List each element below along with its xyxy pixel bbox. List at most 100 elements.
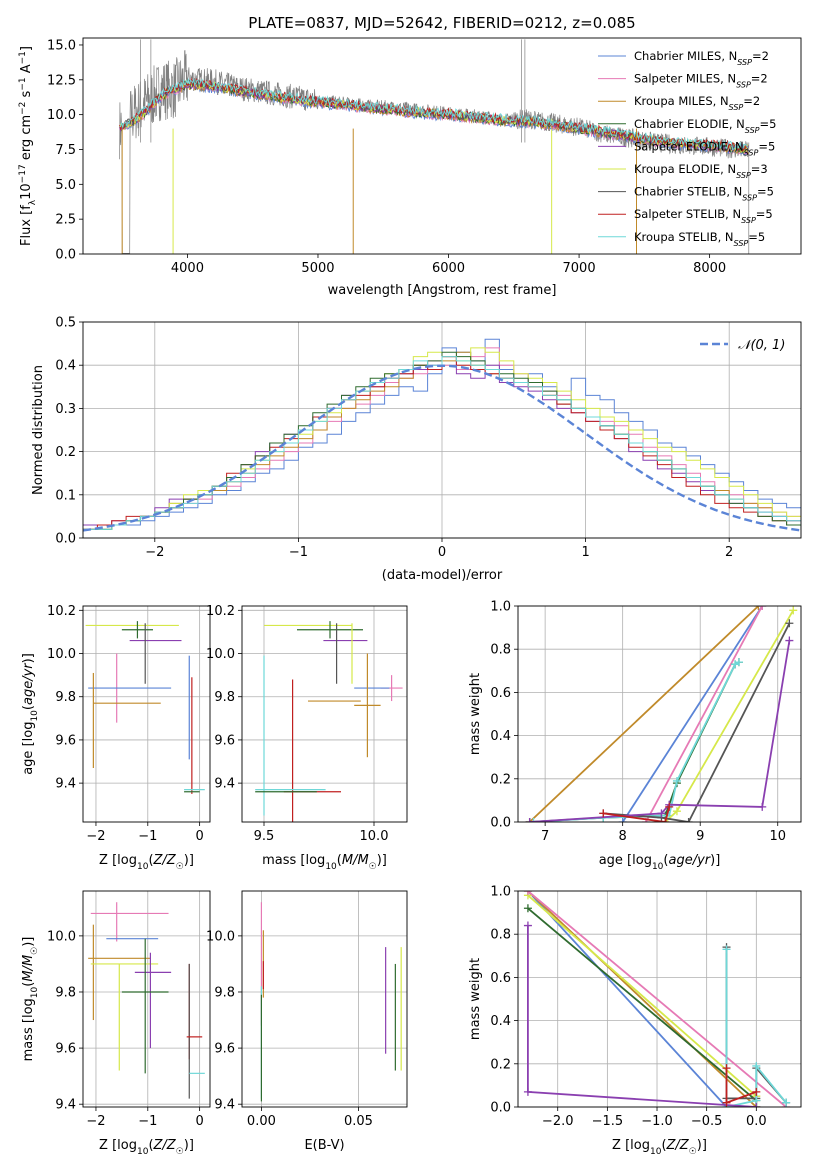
y-tick-label: 1.0 [490,600,511,615]
histogram-series [83,338,801,530]
legend-label-name: Chabrier ELODIE, N [634,117,745,131]
legend-label-name: Salpeter STELIB, N [634,207,741,221]
label-part: 10 [30,710,40,722]
y-tick-label: 0.8 [490,928,511,943]
label-part: Z [log [612,1138,650,1153]
x-tick-label: −2 [86,829,105,844]
axes-frame [241,605,408,823]
label-part: Z [log [99,1138,137,1153]
y-axis-label: mass weight [468,673,483,755]
plus-marker [758,802,767,811]
plus-marker [722,1098,731,1107]
legend-label: Kroupa STELIB, NSSP=5 [634,230,765,248]
legend-label-name: Chabrier MILES, N [634,49,737,63]
plus-marker [722,1064,731,1073]
y-axis-label: age [log10(age/yr)] [21,653,40,775]
x-tick-label: 0 [195,1114,203,1129]
legend-label: Salpeter STELIB, NSSP=5 [634,207,773,225]
plus-marker [523,904,532,913]
label-part: Z/Z [153,853,177,868]
y-tick-label: 0.8 [490,643,511,658]
x-axis-label: Z [log10(Z/Z☉)] [612,1138,707,1157]
plus-marker [523,891,532,895]
y-tick-label: 0.0 [490,1101,511,1116]
x-tick-label: −2.0 [542,1114,574,1129]
legend-label-subscript: SSP [736,171,751,180]
plus-marker [529,818,538,822]
label-part: −17 [18,164,28,183]
mass-vs-metallicity-panel: −2 −1 09.49.69.810.0Z [log10(Z/Z☉)]mass [l… [21,890,211,1157]
legend-label-suffix: =5 [758,139,775,153]
x-axis-label: wavelength [Angstrom, rest frame] [328,283,557,298]
plot-area [260,902,402,1102]
mass-vs-extinction-panel: 0.00 0.05 9.4 9.6 9.8 10.0 E(B-V) [206,890,408,1153]
mass-weight-line [527,891,728,1107]
plus-marker [599,809,608,818]
legend-label: Salpeter ELODIE, NSSP=5 [634,139,775,157]
y-tick-label: 9.4 [214,777,235,792]
plus-marker [672,776,681,785]
y-tick-label: 10.0 [47,647,76,662]
legend-label: Kroupa ELODIE, NSSP=3 [634,162,768,180]
y-tick-label: 0.2 [55,445,76,460]
y-tick-label: 9.4 [55,1098,76,1113]
plus-marker [665,802,674,811]
label-part: ☉ [176,1147,184,1157]
legend-label-name: Salpeter MILES, N [634,72,736,86]
y-tick-label: 9.6 [214,733,235,748]
label-part: Z/Z [153,1138,177,1153]
x-tick-label: −0.5 [691,1114,723,1129]
label-part: )] [184,1138,194,1153]
y-tick-label: 2.5 [55,213,76,228]
label-part: age/yr [21,662,36,705]
label-part: −1 [18,77,28,90]
legend-label: 𝒩(0, 1) [738,338,785,353]
y-tick-label: 15.0 [47,38,76,53]
chart-title: PLATE=0837, MJD=52642, FIBERID=0212, z=0… [248,14,635,32]
y-tick-label: 0.6 [490,686,511,701]
label-part: Z/Z [666,1138,690,1153]
y-tick-label: 9.6 [214,1042,235,1057]
label-part: Normed distribution [31,365,46,495]
legend-label-name: Kroupa ELODIE, N [634,162,736,176]
errorbar-point [121,621,153,639]
y-tick-label: 0.4 [55,359,76,374]
plus-marker [752,1061,761,1070]
plot-area [255,621,403,822]
label-part: ☉ [176,862,184,872]
x-tick-label: 10.0 [360,829,389,844]
x-tick-label: −2 [145,545,164,560]
y-tick-label: 10.2 [47,604,76,619]
model-spectrum-line [119,77,749,150]
label-part: )] [377,853,387,868]
y-tick-label: 9.8 [214,985,235,1000]
label-part: age [log [21,722,36,775]
legend-label-name: Kroupa MILES, N [634,94,729,108]
legend-label: Chabrier ELODIE, NSSP=5 [634,117,776,135]
legend-label: Chabrier STELIB, NSSP=5 [634,185,774,203]
y-axis-label: mass [log10(M/M☉)] [21,937,40,1062]
label-part: mass weight [468,673,483,755]
x-tick-label: 8 [619,829,627,844]
x-tick-label: 7 [541,829,549,844]
y-tick-label: 10.0 [47,108,76,123]
label-part: ] [19,46,34,51]
mass-weight-line [645,606,763,822]
legend-label: Kroupa MILES, NSSP=2 [634,94,760,112]
plot-area [523,891,791,1107]
label-part: M/M [21,955,36,982]
plus-marker [523,1087,532,1096]
label-part: 10 [650,1147,662,1157]
legend-label-subscript: SSP [734,238,749,247]
x-tick-label: 0.00 [247,1114,276,1129]
x-axis-label: Z [log10(Z/Z☉)] [99,1138,194,1157]
label-part: −2 [18,102,28,115]
label-part: ( [21,982,36,987]
plus-marker [752,1103,761,1107]
y-tick-label: 9.6 [55,1042,76,1057]
residual-histogram-panel: −2 −1 0 1 2 0.0 0.1 0.2 0.3 0.4 0.5 (data-model)/er… [31,316,802,583]
x-tick-label: 0.05 [344,1114,373,1129]
legend-label-subscript: SSP [729,103,744,112]
